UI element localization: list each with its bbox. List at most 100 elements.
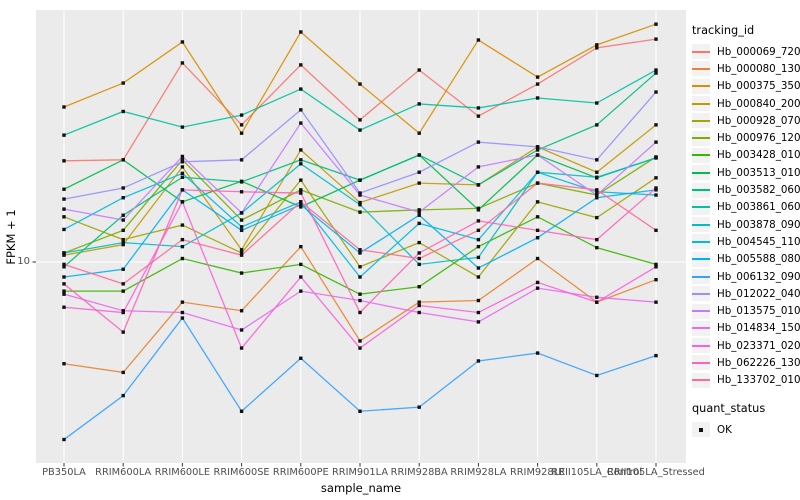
data-point [62,227,66,232]
legend-item-Hb_000375_350: Hb_000375_350 [692,78,800,95]
legend-key [692,96,710,112]
legend-item-label: Hb_003878_090 [717,218,800,231]
x-tick-label-RRII105LA_Stressed: RRII105LA_Stressed [607,467,705,478]
legend-item-Hb_000069_720: Hb_000069_720 [692,43,800,60]
data-point [180,256,185,261]
legend-key [692,199,710,215]
data-point [654,156,658,160]
data-point [358,193,362,197]
legend-item-Hb_023371_020: Hb_023371_020 [692,337,800,354]
data-point [62,133,66,137]
data-point [476,114,481,118]
black-square-point-icon [699,427,703,432]
data-point [417,300,421,304]
data-point [595,158,599,162]
data-point [180,61,185,65]
data-point [417,251,421,255]
data-point [299,158,303,162]
x-tick-label-RRIM928BA: RRIM928BA [390,467,448,478]
data-point [595,43,599,47]
data-point [417,181,421,185]
data-point [358,203,362,207]
data-point [358,128,362,132]
data-point [417,240,421,245]
legend-item-Hb_003582_060: Hb_003582_060 [692,181,800,198]
data-point [535,236,540,240]
legend-item-Hb_003513_010: Hb_003513_010 [692,164,800,181]
data-point [654,123,658,127]
data-point [358,82,362,86]
data-point [417,285,421,289]
data-point [417,210,421,214]
legend-key [692,217,710,233]
data-point [180,125,185,129]
data-point [121,81,125,85]
legend-item-label: OK [717,423,732,436]
data-point [62,275,66,279]
legend-swatch-line-icon [692,85,710,88]
data-point [654,228,658,233]
data-point [595,237,599,242]
x-tick-label-RRII105LA_Control: RRII105LA_Control [551,467,643,478]
data-point [595,175,599,179]
data-point [62,215,66,219]
legend-key [692,165,710,181]
data-point [476,266,481,270]
legend-swatch-line-icon [692,275,710,278]
data-point [535,181,540,185]
data-point [121,242,125,247]
data-point [654,265,658,269]
data-point [299,244,303,249]
data-point [535,153,540,157]
data-point [180,300,185,304]
legend-item-label: Hb_004545_110 [717,235,800,248]
data-point [417,131,421,135]
data-point [299,87,303,91]
data-point [358,409,362,413]
data-point [239,409,244,413]
legend-item-Hb_014834_150: Hb_014834_150 [692,320,800,337]
data-point [417,256,421,261]
data-point [654,68,658,72]
data-point [180,160,185,164]
legend-item-label: Hb_000069_720 [717,45,800,58]
legend-quant-status: quant_status OK [692,402,800,438]
legend-item-Hb_004545_110: Hb_004545_110 [692,233,800,250]
legend: tracking_id Hb_000069_720 Hb_000080_130 Hb… [692,24,800,438]
legend-swatch-line-icon [692,223,710,226]
legend-swatch-line-icon [692,292,710,295]
data-point [239,228,244,233]
legend-item-label: Hb_006132_090 [717,270,800,283]
legend-swatch-line-icon [692,119,710,122]
data-point [654,71,658,75]
data-point [535,200,540,204]
legend-swatch-line-icon [692,154,710,157]
data-point [417,262,421,267]
data-point [121,330,125,334]
legend-item-Hb_000928_070: Hb_000928_070 [692,112,800,129]
data-point [239,271,244,275]
legend-item-Hb_003878_090: Hb_003878_090 [692,216,800,233]
data-point [239,251,244,255]
data-point [476,219,481,223]
data-point [239,253,244,257]
data-point [62,187,66,191]
data-point [299,162,303,166]
data-point [417,208,421,212]
data-point [654,37,658,41]
data-point [654,277,658,282]
legend-key [692,303,710,319]
legend-swatch-line-icon [692,189,710,192]
data-point [180,165,185,169]
legend-swatch-line-icon [692,137,710,140]
data-point [595,295,599,300]
data-point [180,171,185,176]
data-point [121,218,125,222]
data-point [180,175,185,179]
data-point [595,190,599,194]
data-point [417,310,421,315]
legend-item-label: Hb_062226_130 [717,356,800,369]
legend-item-label: Hb_005588_080 [717,253,800,266]
data-point [239,248,244,252]
